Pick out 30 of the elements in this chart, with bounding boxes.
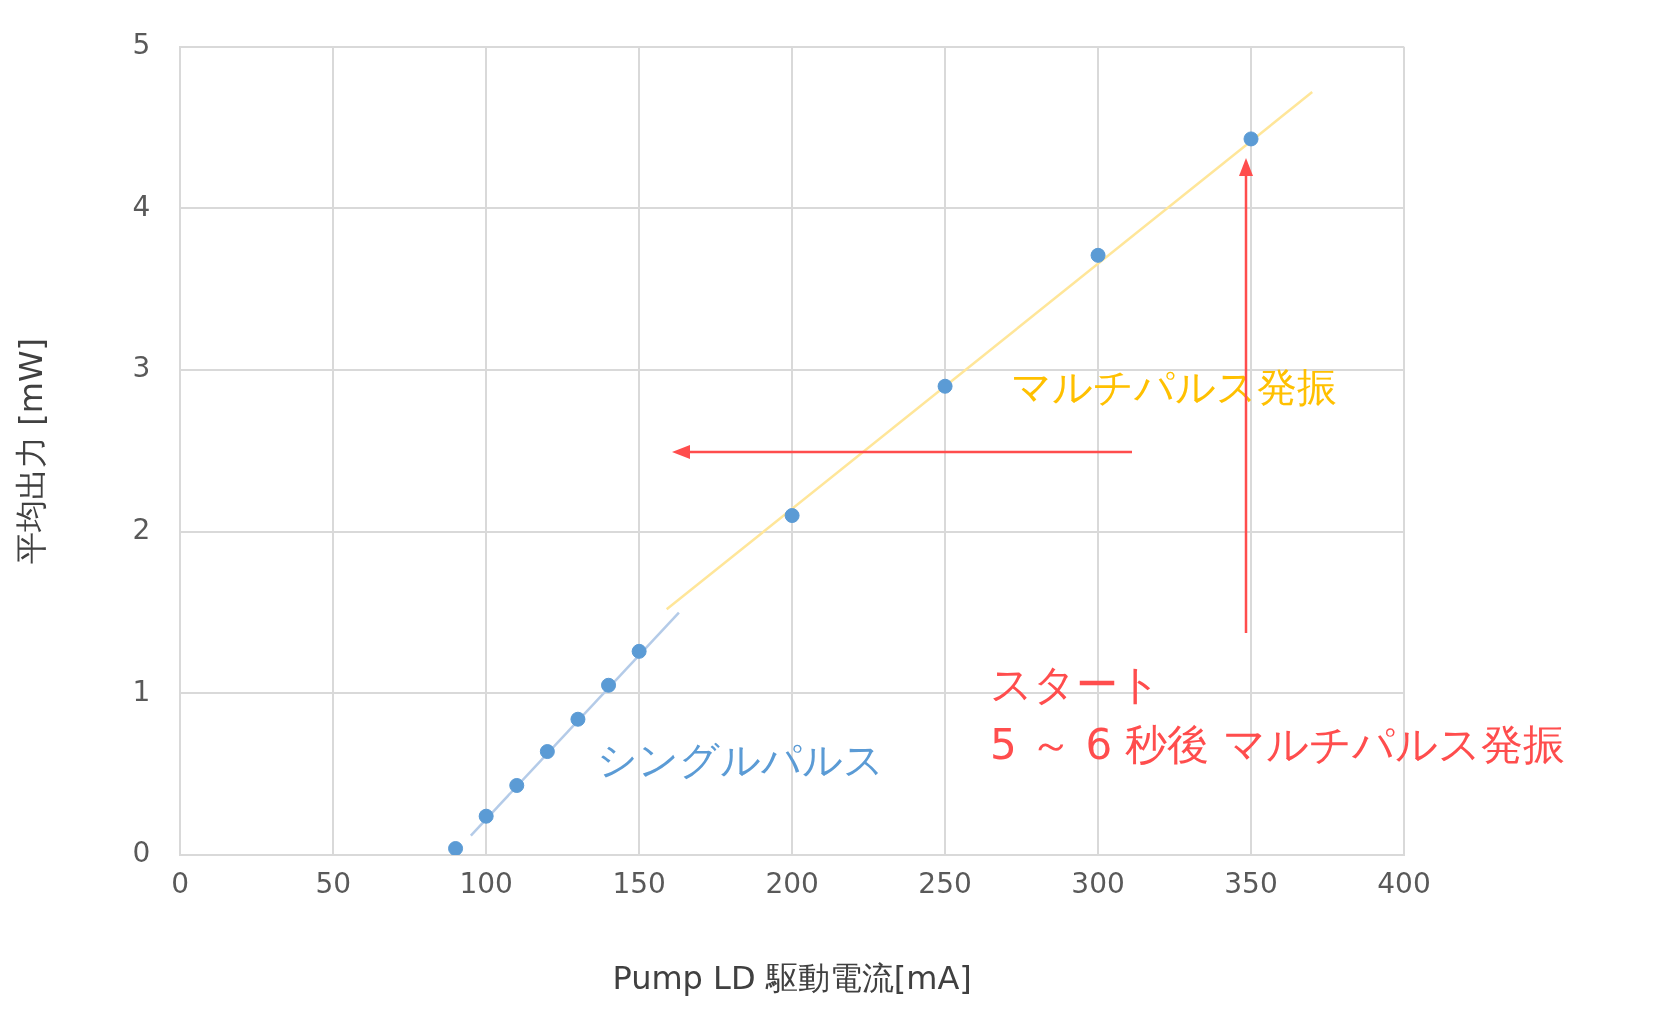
x-tick-label: 200 — [765, 867, 819, 901]
point — [937, 378, 953, 394]
x-axis-title: Pump LD 駆動電流[mA] — [612, 959, 972, 998]
point — [631, 643, 647, 659]
y-tick-label: 5 — [132, 28, 151, 62]
point — [601, 677, 617, 693]
y-tick-label: 3 — [132, 351, 151, 385]
series-label: シングルパルス — [596, 737, 884, 784]
point — [1243, 131, 1259, 147]
y-axis-title: 平均出力 [mW] — [11, 337, 50, 564]
x-tick-label: 100 — [459, 867, 513, 901]
x-tick-label: 350 — [1224, 867, 1278, 901]
y-tick-label: 4 — [132, 189, 151, 223]
point — [784, 508, 800, 524]
x-tick-label: 300 — [1071, 867, 1125, 901]
point — [570, 711, 586, 727]
x-tick-label: 250 — [918, 867, 972, 901]
point — [448, 841, 464, 855]
y-tick-label: 2 — [132, 513, 151, 546]
y-tick-label: 0 — [132, 836, 151, 870]
x-tick-label: 400 — [1377, 867, 1431, 901]
point — [509, 778, 525, 793]
point — [1090, 247, 1106, 263]
y-tick-label: 1 — [132, 674, 151, 708]
annotation: スタート 5 ～ 6 秒後 マルチパルス発振 — [990, 659, 1565, 771]
x-tick-label: 0 — [171, 867, 190, 901]
x-tick-label: 150 — [612, 867, 666, 901]
point — [478, 808, 494, 824]
point — [539, 744, 555, 760]
x-tick-label: 50 — [315, 867, 352, 901]
